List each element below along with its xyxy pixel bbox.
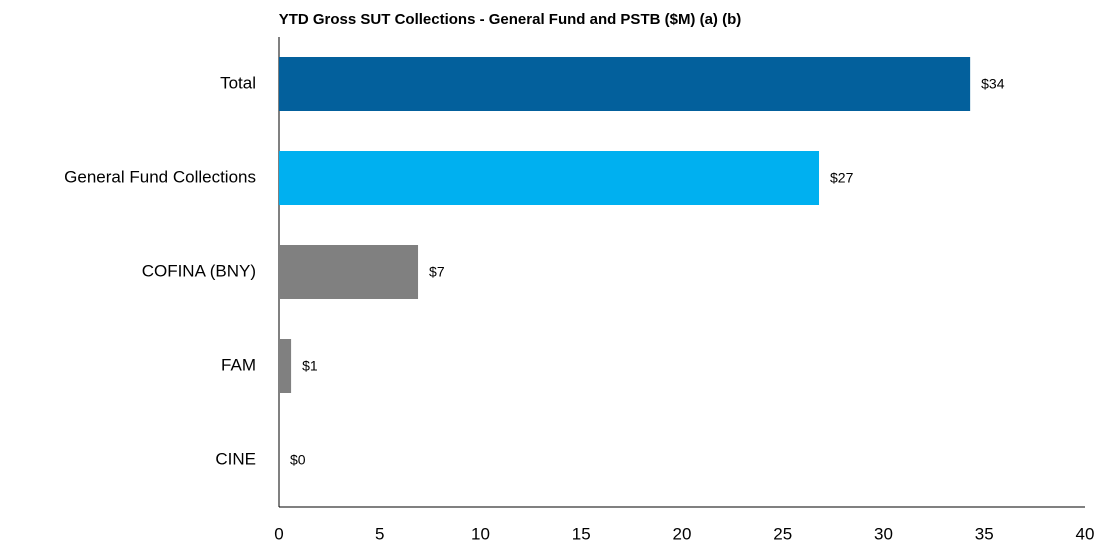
y-tick-label: FAM <box>221 355 256 374</box>
y-tick-label: General Fund Collections <box>64 167 256 186</box>
x-tick-label: 5 <box>375 524 384 543</box>
value-label: $27 <box>830 170 854 186</box>
x-tick-label: 40 <box>1076 524 1095 543</box>
y-tick-label: Total <box>220 73 256 92</box>
bar <box>279 339 292 393</box>
x-tick-label: 20 <box>673 524 692 543</box>
bar <box>279 57 971 111</box>
y-tick-label: CINE <box>215 449 256 468</box>
x-tick-label: 15 <box>572 524 591 543</box>
x-tick-label: 10 <box>471 524 490 543</box>
value-label: $0 <box>290 452 306 468</box>
x-tick-label: 30 <box>874 524 893 543</box>
value-label: $7 <box>429 264 445 280</box>
y-tick-label: COFINA (BNY) <box>142 261 256 280</box>
x-tick-label: 25 <box>773 524 792 543</box>
value-label: $1 <box>302 358 318 374</box>
bar <box>279 245 419 299</box>
bar <box>279 151 820 205</box>
value-label: $34 <box>981 76 1005 92</box>
x-tick-label: 35 <box>975 524 994 543</box>
chart-title: YTD Gross SUT Collections - General Fund… <box>279 11 742 28</box>
x-tick-label: 0 <box>274 524 283 543</box>
